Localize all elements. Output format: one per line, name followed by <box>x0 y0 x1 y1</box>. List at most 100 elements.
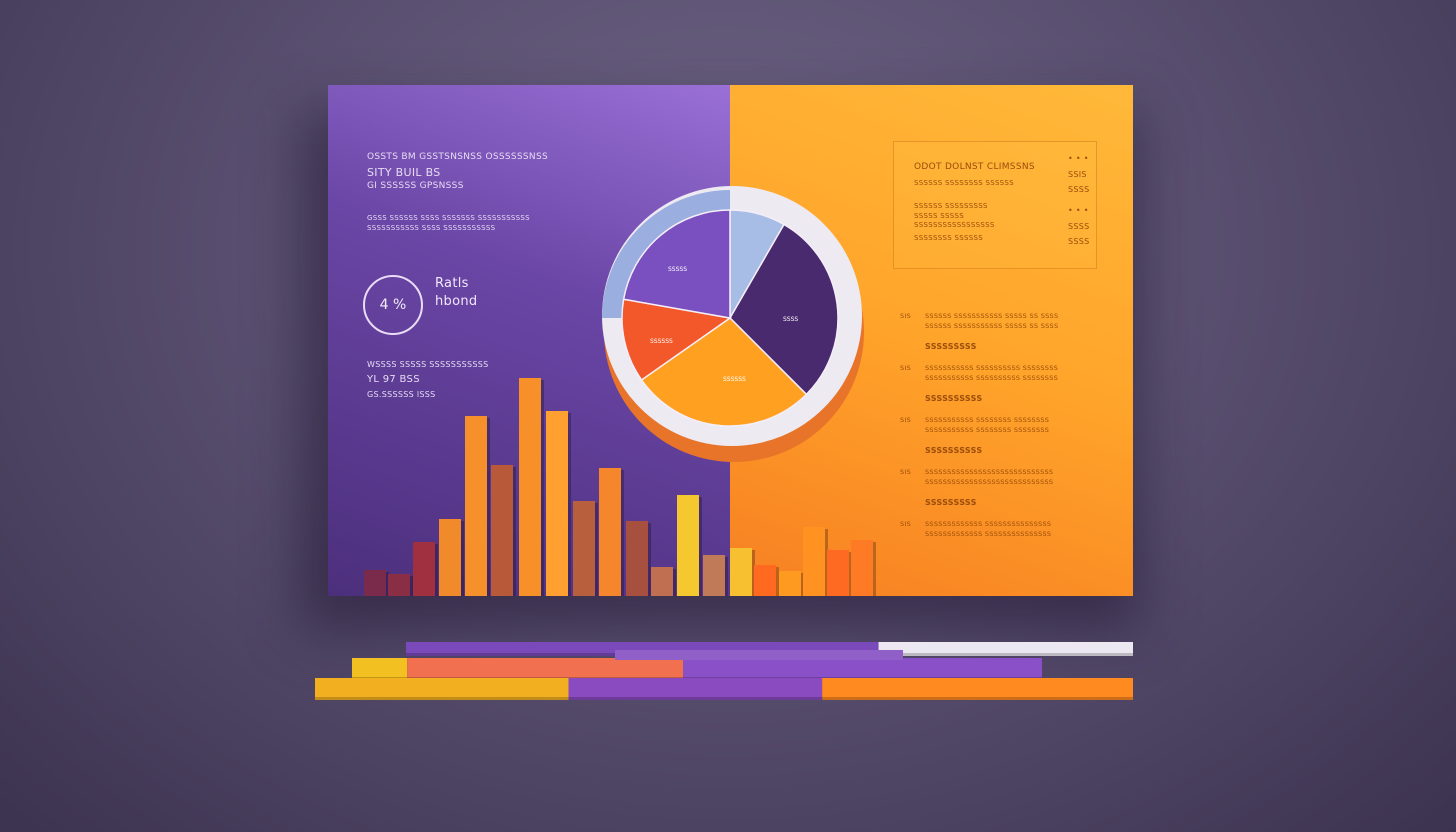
list-heading: SSSSSSSSS <box>925 498 977 507</box>
info-value: SSSS <box>1068 185 1090 194</box>
bar-shadow <box>461 521 464 596</box>
bar-shadow <box>410 576 413 596</box>
bar-shadow <box>513 467 516 596</box>
bar-shadow <box>849 552 852 596</box>
bar <box>703 555 725 596</box>
left-paragraph-line: SSSSSSSSSSS SSSS SSSSSSSSSSS <box>367 224 496 232</box>
bar <box>546 411 568 596</box>
bar <box>626 521 648 596</box>
bar-shadow <box>801 573 804 596</box>
stacked-overlay <box>615 650 903 660</box>
ring-value: 4 % <box>379 297 407 313</box>
list-heading: SSSSSSSSS <box>925 342 977 351</box>
info-line: SSSSSS SSSSSSSSS <box>914 202 988 210</box>
info-line: SSSSSSSS SSSSSS <box>914 234 983 242</box>
left-footer-line: GS.SSSSSS lSSS <box>367 390 436 399</box>
left-footer-line: WSSSS SSSSS SSSSSSSSSSS <box>367 360 489 369</box>
bar <box>730 548 752 596</box>
dots-icon[interactable]: • • • <box>1068 154 1089 163</box>
stacked-edge <box>315 697 1133 700</box>
bar <box>519 378 541 596</box>
ring-label: hbond <box>435 294 478 309</box>
bar-shadow <box>595 503 598 596</box>
list-line1: SSSSSS SSSSSSSSSSS SSSSS SS SSSS <box>925 312 1059 320</box>
info-title: ODOT DOLNST CLIMSSNS <box>914 162 1035 172</box>
bar <box>491 465 513 596</box>
pie-label: SSSSSS <box>650 338 673 345</box>
pie-ring-accent <box>602 190 730 318</box>
bar-shadow <box>621 470 624 596</box>
dots-icon[interactable]: • • • <box>1068 206 1089 215</box>
bar <box>599 468 621 596</box>
left-paragraph-line: GSSS SSSSSS SSSS SSSSSSS SSSSSSSSSSS <box>367 214 530 222</box>
bar-shadow <box>673 569 676 596</box>
info-box: ODOT DOLNST CLIMSSNS SSSSSS SSSSSSSS SSS… <box>893 141 1097 269</box>
list-line1b: SSSSSSSSSSS SSSSSSSS SSSSSSSS <box>925 426 1050 434</box>
ring-label: Ratls <box>435 276 469 291</box>
bar-shadow <box>752 550 755 596</box>
left-header-line: OSSTS BM GSSTSNSNSS OSSSSSSNSS <box>367 152 548 162</box>
bar-shadow <box>725 557 728 596</box>
list-heading: SSSSSSSSSS <box>925 394 983 403</box>
list-line1b: SSSSSSSSSSS SSSSSSSSSS SSSSSSSS <box>925 374 1059 382</box>
list-num: SIS <box>900 520 912 528</box>
left-footer-line: YL 97 BSS <box>367 374 420 385</box>
bar <box>439 519 461 596</box>
pie-slice <box>640 317 808 427</box>
stacked-segment <box>683 658 1042 680</box>
bar <box>573 501 595 596</box>
list-line1: SSSSSSSSSSSSSSSSSSSSSSSSSSSSS <box>925 468 1054 476</box>
bar <box>754 565 776 596</box>
bar <box>388 574 410 596</box>
pie-slice <box>622 209 731 319</box>
bar-shadow <box>776 567 779 596</box>
stacked-segment <box>878 642 1133 656</box>
bar-shadow <box>699 497 702 596</box>
pie-slice <box>729 223 839 396</box>
list-line1: SSSSSSSSSSS SSSSSSSSSS SSSSSSSS <box>925 364 1059 372</box>
stacked-segment <box>352 658 408 680</box>
dashboard-card: OSSTS BM GSSTSNSNSS OSSSSSSNSS SITY BUIL… <box>328 85 1133 596</box>
bar-shadow <box>825 529 828 596</box>
bar <box>364 570 386 596</box>
bar <box>851 540 873 596</box>
chart-graphics: SSSSSSSSSSSSSSSSSSSSS <box>364 186 876 596</box>
bar <box>465 416 487 596</box>
list-heading: SSSSSSSSSS <box>925 446 983 455</box>
list-line1b: SSSSSSSSSSSSS SSSSSSSSSSSSSSS <box>925 530 1052 538</box>
info-value: SSSS <box>1068 222 1090 231</box>
info-line: SSSSSSSSSSSSSSSSS <box>914 221 995 229</box>
info-value: SSSS <box>1068 237 1090 246</box>
bar <box>803 527 825 596</box>
list-line1: SSSSSSSSSSSSS SSSSSSSSSSSSSSS <box>925 520 1052 528</box>
list-num: SIS <box>900 312 912 320</box>
pie-slice <box>621 298 732 381</box>
bar <box>779 571 801 596</box>
info-subtitle: SSSSSS SSSSSSSS SSSSSS <box>914 179 1014 187</box>
list-line1b: SSSSSSSSSSSSSSSSSSSSSSSSSSSSS <box>925 478 1054 486</box>
list-line1: SSSSSSSSSSS SSSSSSSS SSSSSSSS <box>925 416 1050 424</box>
info-value: SSIS <box>1068 170 1087 179</box>
pie-label: SSSSSS <box>723 376 746 383</box>
bar-shadow <box>648 523 651 596</box>
stacked-segment <box>315 678 569 700</box>
bar-shadow <box>873 542 876 596</box>
bar-shadow <box>541 380 544 596</box>
bar-shadow <box>386 572 389 596</box>
bar-shadow <box>568 413 571 596</box>
list-num: SIS <box>900 416 912 424</box>
pie-label: SSSSS <box>668 266 687 273</box>
stacked-segment <box>822 678 1133 700</box>
bar <box>651 567 673 596</box>
bar <box>677 495 699 596</box>
left-header-line: GI SSSSSS GPSNSSS <box>367 181 464 191</box>
bar <box>827 550 849 596</box>
list-line1b: SSSSSS SSSSSSSSSSS SSSSS SS SSSS <box>925 322 1059 330</box>
info-line: SSSSS SSSSS <box>914 212 964 220</box>
stacked-segment <box>568 678 823 700</box>
list-num: SIS <box>900 364 912 372</box>
bar-shadow <box>435 544 438 596</box>
percent-ring: 4 % <box>363 275 423 335</box>
pie-label: SSSS <box>783 316 798 323</box>
